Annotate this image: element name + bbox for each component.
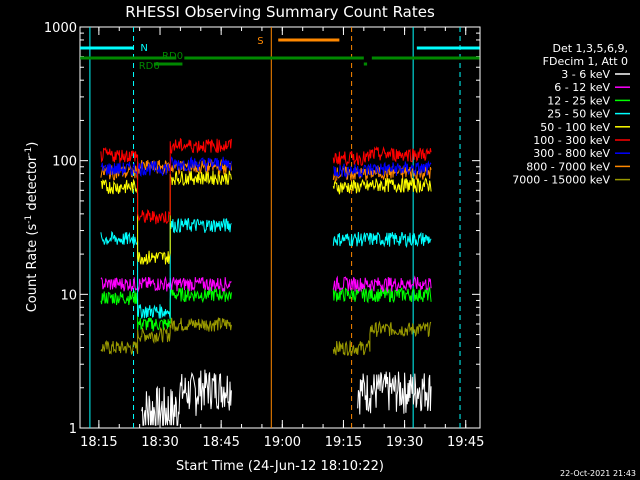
series-line (100, 275, 432, 293)
legend-label: 100 - 300 keV (533, 134, 610, 147)
legend-label: 6 - 12 keV (554, 81, 610, 94)
legend-label: 300 - 800 keV (533, 147, 610, 160)
y-axis-label: Count Rate (s-1 detector-1) (24, 142, 40, 313)
y-label-part2: detector (25, 155, 40, 215)
legend-label: 3 - 6 keV (561, 68, 610, 81)
plot-frame (79, 26, 481, 429)
x-tick-label: 19:00 (264, 435, 301, 450)
series-line (100, 137, 432, 225)
state-bar-gap (176, 56, 185, 61)
y-tick-label: 10 (60, 288, 77, 303)
y-label-part1: Count Rate (s (25, 224, 40, 313)
y-label-part3: ) (25, 142, 40, 147)
x-tick-label: 19:45 (447, 435, 484, 450)
series-line (100, 217, 432, 319)
series-line (100, 169, 432, 266)
legend-header-2: FDecim 1, Att 0 (543, 55, 628, 68)
x-tick-label: 19:30 (386, 435, 423, 450)
x-tick-label: 18:15 (80, 435, 117, 450)
series-line (100, 156, 432, 179)
x-axis-label: Start Time (24-Jun-12 18:10:22) (176, 459, 384, 474)
legend-label: 50 - 100 keV (540, 121, 610, 134)
y-tick-label: 1 (69, 422, 77, 437)
y-label-sup2: -1 (24, 147, 34, 156)
legend-label: 12 - 25 keV (547, 94, 610, 107)
y-tick-label: 1000 (44, 21, 77, 36)
series-line (141, 369, 432, 426)
state-label: N (140, 43, 147, 54)
chart-title: RHESSI Observing Summary Count Rates (125, 3, 435, 21)
legend-header-1: Det 1,3,5,6,9, (552, 42, 628, 55)
x-tick-label: 18:45 (202, 435, 239, 450)
legend-label: 800 - 7000 keV (526, 160, 610, 173)
legend-label: 25 - 50 keV (547, 108, 610, 121)
y-label-sup1: -1 (24, 215, 34, 224)
x-tick-label: 19:15 (325, 435, 362, 450)
y-tick-label: 100 (52, 155, 77, 170)
state-label: RD0 (162, 51, 183, 62)
series-line (100, 317, 432, 356)
plot-layer: 18:15 18:30 18:45 19:00 19:15 19:30 19:45 1 10 10… (44, 21, 485, 450)
legend-label: 7000 - 15000 keV (512, 174, 610, 187)
state-label: S (257, 36, 263, 47)
state-label: RD6 (139, 61, 160, 72)
footer-date: 22-Oct-2021 21:43 (560, 469, 636, 478)
series-line (100, 286, 432, 332)
x-tick-label: 18:30 (141, 435, 178, 450)
state-bar-gap (363, 56, 372, 61)
